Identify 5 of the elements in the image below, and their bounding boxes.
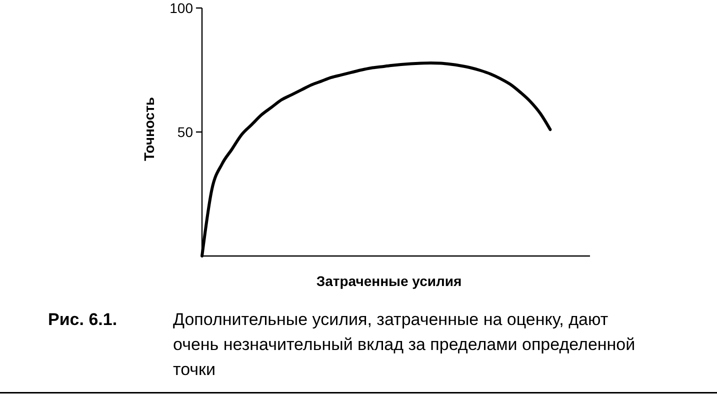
- x-axis-title: Затраченные усилия: [316, 272, 462, 289]
- y-tick-label: 50: [177, 124, 194, 140]
- y-axis-title: Точность: [141, 96, 157, 162]
- text: Рис. 6.1. Дополнительные усилия, затраченные на оценку, дают очень незначительный вклад за пределами определенной точки: [48, 310, 636, 379]
- y-tick-label: 100: [170, 0, 194, 16]
